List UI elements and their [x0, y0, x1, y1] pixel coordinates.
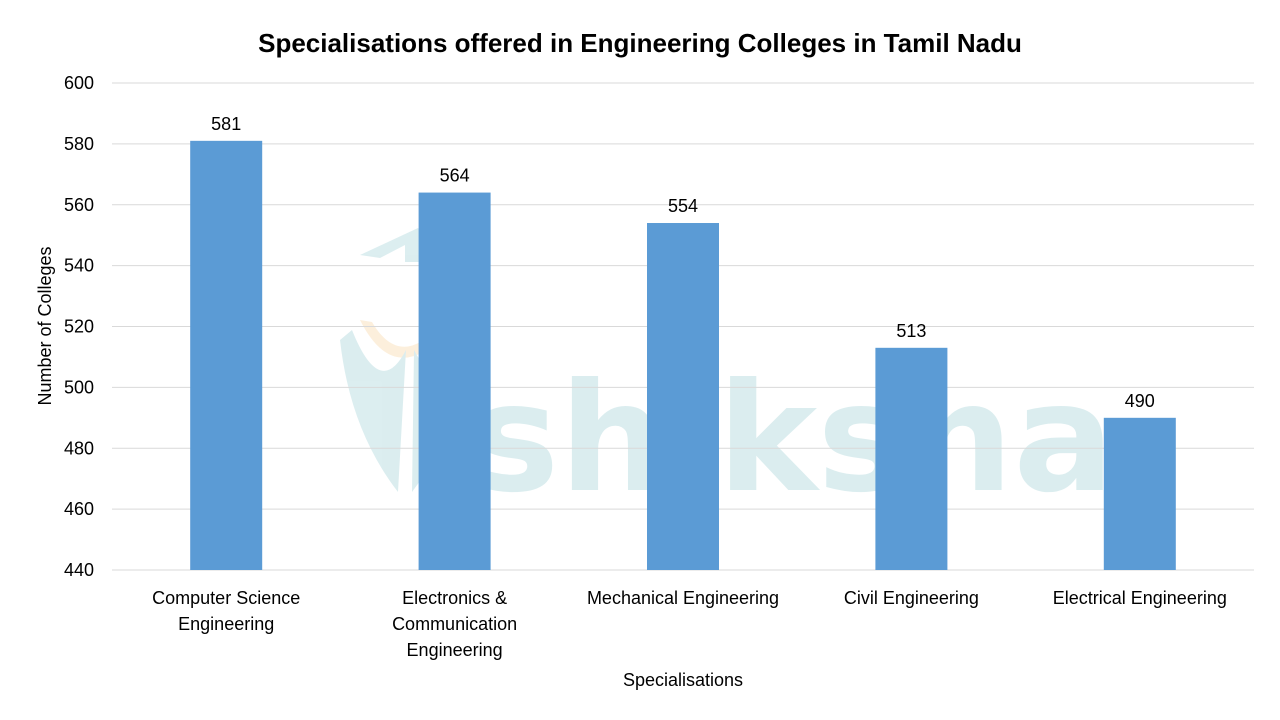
y-tick-label: 520 [64, 317, 94, 337]
y-tick-label: 600 [64, 73, 94, 93]
x-tick-label-line: Civil Engineering [844, 588, 979, 608]
y-axis-label: Number of Colleges [35, 246, 55, 405]
x-axis-label: Specialisations [623, 670, 743, 690]
x-tick-label-line: Engineering [407, 640, 503, 660]
bar [875, 347, 948, 570]
x-tick-label-line: Computer Science [152, 588, 300, 608]
x-tick-label: Electronics & Communication Engineering [392, 588, 517, 660]
y-tick-label: 440 [64, 560, 94, 580]
x-tick-label-line: Communication [392, 614, 517, 634]
y-tick-label: 500 [64, 377, 94, 397]
y-tick-label: 540 [64, 256, 94, 276]
bar [190, 140, 263, 571]
data-label: 564 [440, 166, 470, 186]
bar [1103, 417, 1176, 570]
svg-text:shiksha: shiksha [470, 352, 1115, 526]
y-tick-label: 560 [64, 195, 94, 215]
x-tick-label-line: Electronics & [402, 588, 507, 608]
y-tick-label: 580 [64, 134, 94, 154]
data-label: 513 [896, 321, 926, 341]
x-tick-label: Mechanical Engineering [587, 588, 779, 608]
bar [647, 223, 719, 570]
x-tick-label: Civil Engineering [844, 588, 979, 608]
data-label: 581 [211, 114, 241, 134]
data-label: 554 [668, 196, 698, 216]
data-label: 490 [1125, 391, 1155, 411]
x-tick-label: Electrical Engineering [1053, 588, 1227, 608]
chart-title: Specialisations offered in Engineering C… [258, 28, 1022, 58]
x-tick-label-line: Mechanical Engineering [587, 588, 779, 608]
x-tick-label: Computer Science Engineering [152, 588, 300, 634]
x-tick-label-line: Electrical Engineering [1053, 588, 1227, 608]
y-tick-label: 480 [64, 438, 94, 458]
shiksha-watermark: shiksha [340, 228, 1115, 526]
bar [418, 192, 491, 570]
x-tick-label-line: Engineering [178, 614, 274, 634]
y-tick-label: 460 [64, 499, 94, 519]
